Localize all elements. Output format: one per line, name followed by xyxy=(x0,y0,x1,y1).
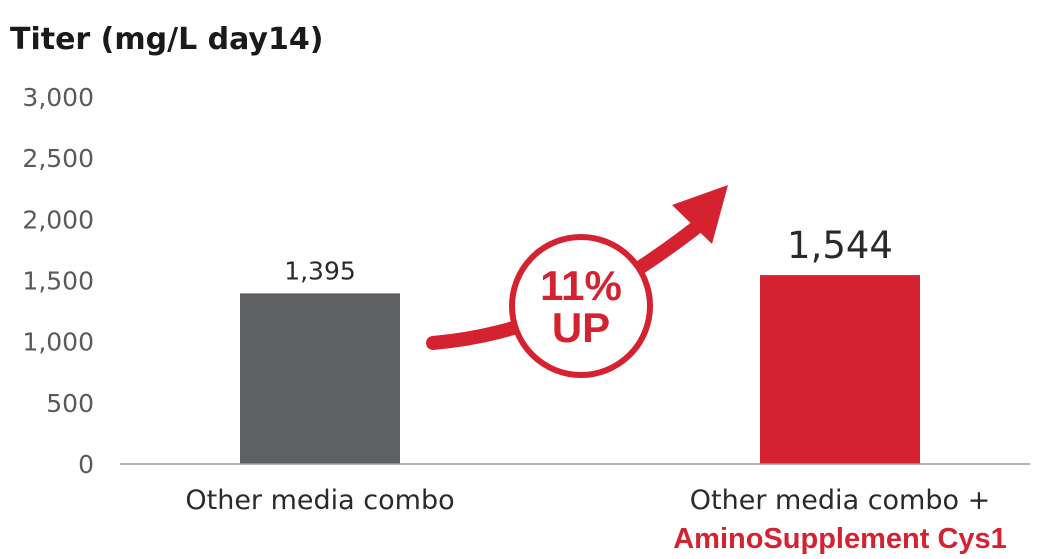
y-tick-label: 2,000 xyxy=(22,205,94,234)
bars xyxy=(240,275,920,464)
y-tick-label: 2,500 xyxy=(22,144,94,173)
y-tick-label: 3,000 xyxy=(22,83,94,112)
data-label-2: 1,544 xyxy=(787,224,893,267)
percent-up-badge: 11% UP xyxy=(509,234,653,378)
category-label-2-product: AminoSupplement Cys1 xyxy=(673,523,1007,555)
bar-2 xyxy=(760,275,920,464)
y-tick-label: 1,500 xyxy=(22,267,94,296)
bar-1 xyxy=(240,293,400,464)
data-label-1: 1,395 xyxy=(284,256,356,285)
category-label-1: Other media combo xyxy=(185,485,454,516)
badge-percent: 11% xyxy=(540,262,622,309)
category-label-2: Other media combo + xyxy=(690,485,990,516)
y-tick-label: 1,000 xyxy=(22,328,94,357)
y-tick-label: 500 xyxy=(46,389,94,418)
badge-up: UP xyxy=(552,304,610,351)
y-axis-ticks: 3,000 2,500 2,000 1,500 1,000 500 0 xyxy=(22,83,94,479)
y-tick-label: 0 xyxy=(78,450,94,479)
chart-title: Titer (mg/L day14) xyxy=(10,22,323,57)
